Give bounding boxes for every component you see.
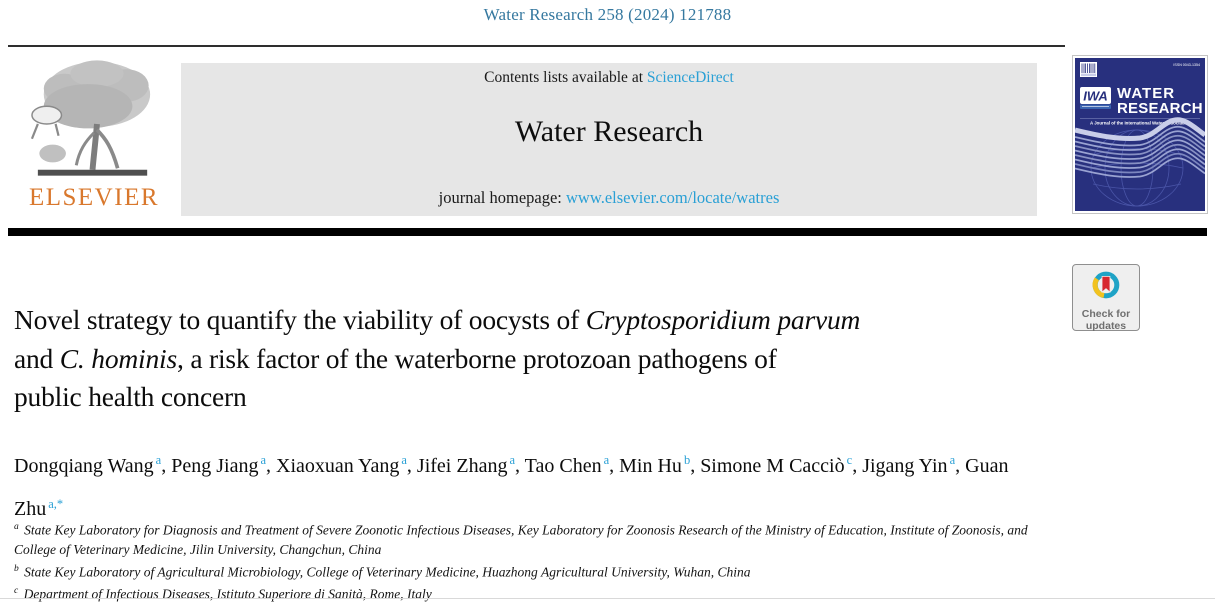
badge-line1: Check for xyxy=(1081,308,1131,320)
affiliation: a State Key Laboratory for Diagnosis and… xyxy=(14,522,1028,557)
homepage-link[interactable]: www.elsevier.com/locate/watres xyxy=(566,188,780,207)
journal-cover: ISSN 0043-1354 IWA WATER RESEARCH A Jour… xyxy=(1072,55,1208,214)
barcode-icon xyxy=(1080,62,1097,77)
author: Xiaoxuan Yang a xyxy=(276,453,407,477)
elsevier-logo: ELSEVIER xyxy=(8,56,180,216)
elsevier-wordmark: ELSEVIER xyxy=(28,184,160,211)
bottom-rule xyxy=(0,598,1215,599)
journal-citation: Water Research 258 (2024) 121788 xyxy=(483,5,732,24)
affiliation-list: a State Key Laboratory for Diagnosis and… xyxy=(14,518,1059,604)
homepage-prefix: journal homepage: xyxy=(438,188,567,207)
check-for-updates-badge[interactable]: Check for updates xyxy=(1072,264,1140,331)
cover-subtitle: A Journal of the International Water Ass… xyxy=(1090,121,1190,126)
cover-issn: ISSN 0043-1354 xyxy=(1173,63,1200,67)
author: Jifei Zhang a xyxy=(416,453,516,477)
contents-prefix: Contents lists available at xyxy=(484,69,647,86)
top-rule xyxy=(8,45,1065,47)
contents-line: Contents lists available at ScienceDirec… xyxy=(181,69,1037,87)
cover-title-2: RESEARCH xyxy=(1117,100,1203,117)
iwa-logo-icon: IWA xyxy=(1080,87,1111,109)
waves-icon xyxy=(1075,117,1205,178)
elsevier-tree-icon xyxy=(30,60,151,176)
author: Min Hu b xyxy=(619,453,691,477)
sciencedirect-link[interactable]: ScienceDirect xyxy=(646,69,734,86)
separator-bar xyxy=(8,228,1207,236)
author: Guan Zhu a,* xyxy=(14,454,1009,521)
cover-title-1: WATER xyxy=(1117,85,1175,102)
badge-line2: updates xyxy=(1085,319,1127,332)
author: Dongqiang Wang a xyxy=(14,453,162,477)
author-list: Dongqiang Wang a, Peng Jiang a, Xiaoxuan Y… xyxy=(14,453,1009,521)
author: Jigang Yin a xyxy=(862,453,956,477)
masthead-box: Contents lists available at ScienceDirec… xyxy=(181,63,1037,216)
author: Tao Chen a xyxy=(524,453,610,477)
author: Peng Jiang a xyxy=(171,453,267,477)
check-updates-icon xyxy=(1092,271,1120,299)
svg-text:IWA: IWA xyxy=(1083,89,1108,104)
journal-cover-art: ISSN 0043-1354 IWA WATER RESEARCH A Jour… xyxy=(1075,58,1205,211)
affiliation: b State Key Laboratory of Agricultural M… xyxy=(14,563,751,580)
article-title: Novel strategy to quantify the viability… xyxy=(14,304,861,412)
author: Simone M Cacciò c xyxy=(700,453,853,477)
homepage-line: journal homepage: www.elsevier.com/locat… xyxy=(181,188,1037,208)
affiliation: c Department of Infectious Diseases, Ist… xyxy=(14,585,432,602)
journal-title: Water Research xyxy=(514,115,704,148)
